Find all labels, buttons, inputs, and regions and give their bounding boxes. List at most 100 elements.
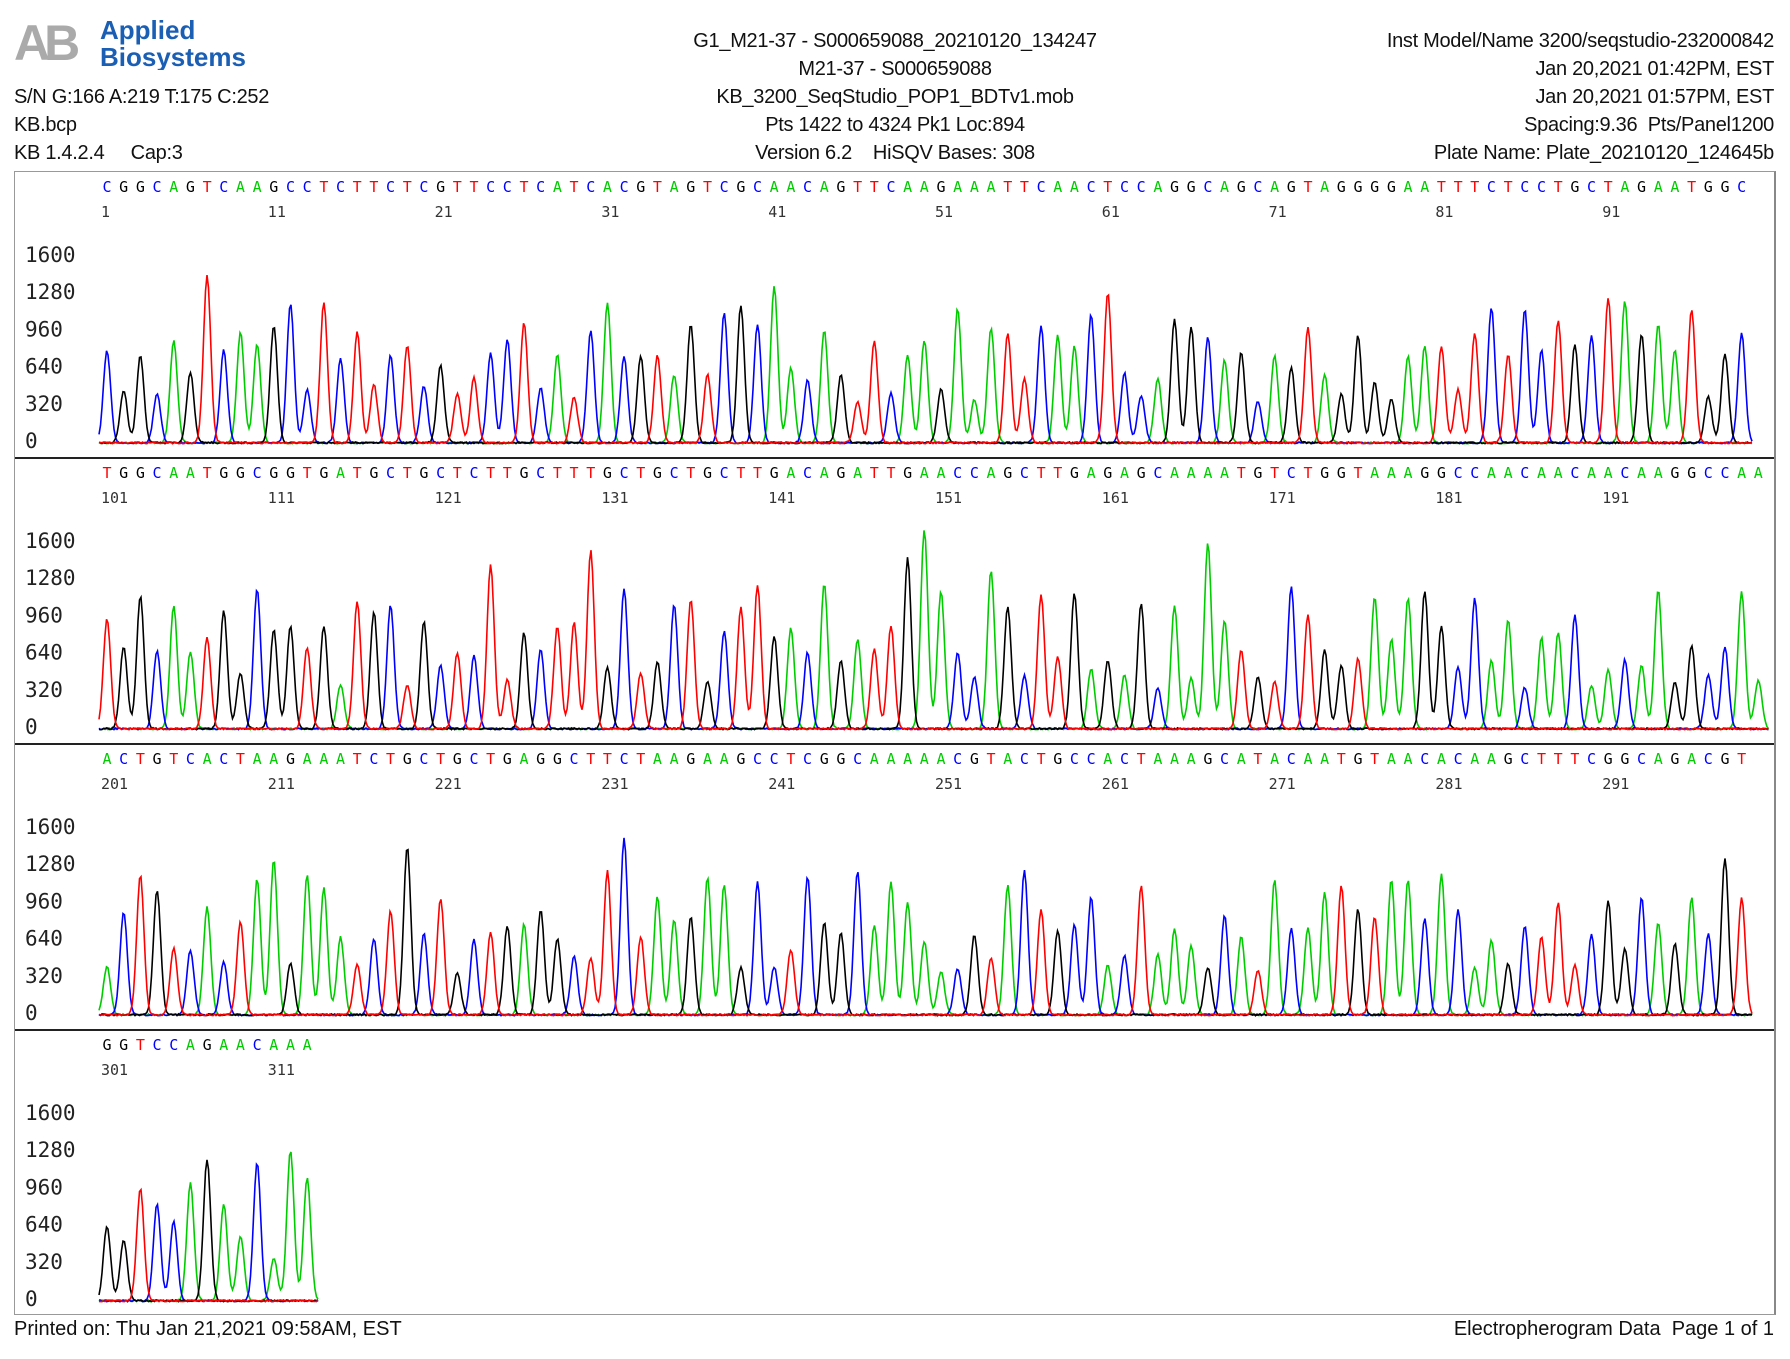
base-call: T <box>236 750 245 768</box>
base-call: T <box>102 464 111 482</box>
base-call: G <box>603 464 612 482</box>
base-call: T <box>1037 464 1046 482</box>
base-call: C <box>253 1036 262 1054</box>
position-label: 191 <box>1602 489 1629 507</box>
y-tick-label: 1600 <box>25 243 76 267</box>
spacing-info: Spacing:9.36 Pts/Panel1200 <box>1524 114 1774 136</box>
base-call: C <box>102 178 111 196</box>
base-call: T <box>636 464 645 482</box>
base-call: G <box>119 178 128 196</box>
y-tick-label: 320 <box>25 392 63 416</box>
base-call: T <box>653 178 662 196</box>
base-call: G <box>1420 464 1429 482</box>
base-call: A <box>1270 178 1279 196</box>
base-call: A <box>1504 464 1513 482</box>
base-call: A <box>1437 750 1446 768</box>
base-call: T <box>203 464 212 482</box>
base-call: C <box>1737 178 1746 196</box>
base-call: C <box>186 750 195 768</box>
base-call: T <box>469 178 478 196</box>
base-call: A <box>1470 750 1479 768</box>
base-call: G <box>836 464 845 482</box>
base-call: G <box>319 464 328 482</box>
trace-T <box>98 869 1753 1017</box>
base-call: C <box>620 750 629 768</box>
base-call: C <box>469 750 478 768</box>
base-call: T <box>1737 750 1746 768</box>
base-call: A <box>786 178 795 196</box>
base-call: T <box>1570 750 1579 768</box>
base-call: T <box>1454 178 1463 196</box>
y-tick-label: 320 <box>25 1250 63 1274</box>
base-call: G <box>1687 464 1696 482</box>
base-call: C <box>1070 750 1079 768</box>
base-call: C <box>419 178 428 196</box>
base-call: G <box>1353 750 1362 768</box>
base-call: G <box>286 464 295 482</box>
electropherogram-frame: 0 320 640 960 1280 1600 C G G C A G T C A A G C C T C T T C T C G T… <box>14 171 1776 1315</box>
base-call: A <box>1420 178 1429 196</box>
base-call: G <box>419 464 428 482</box>
base-call: A <box>603 178 612 196</box>
base-call: T <box>870 178 879 196</box>
base-call: T <box>753 464 762 482</box>
base-call: C <box>1287 750 1296 768</box>
base-call: G <box>1053 750 1062 768</box>
base-call: C <box>720 178 729 196</box>
base-call: A <box>1303 750 1312 768</box>
position-label: 231 <box>601 775 628 793</box>
base-call: A <box>286 1036 295 1054</box>
base-call: C <box>803 464 812 482</box>
base-call: G <box>1437 464 1446 482</box>
position-label: 311 <box>268 1061 295 1079</box>
base-call: A <box>987 464 996 482</box>
base-call: C <box>536 178 545 196</box>
position-label: 21 <box>435 203 453 221</box>
y-tick-label: 320 <box>25 678 63 702</box>
base-call: T <box>486 464 495 482</box>
base-call: T <box>519 178 528 196</box>
base-call: G <box>820 750 829 768</box>
trace-panel-1: 0 320 640 960 1280 1600 C G G C A G T C A A G C C T C T T C T C G T… <box>15 172 1774 458</box>
base-call: G <box>536 750 545 768</box>
base-call: T <box>853 178 862 196</box>
base-call: A <box>236 1036 245 1054</box>
base-call: G <box>1287 178 1296 196</box>
base-call: G <box>1620 750 1629 768</box>
svg-text:Biosystems: Biosystems <box>100 42 246 70</box>
base-call: T <box>1504 178 1513 196</box>
position-label: 101 <box>101 489 128 507</box>
panel-divider <box>15 743 1774 745</box>
y-tick-label: 640 <box>25 355 63 379</box>
base-call: C <box>1620 464 1629 482</box>
base-call: G <box>1704 178 1713 196</box>
base-call: T <box>386 750 395 768</box>
base-call: A <box>670 750 679 768</box>
base-call: G <box>1504 750 1513 768</box>
base-call: C <box>1203 178 1212 196</box>
base-call: A <box>936 464 945 482</box>
position-label: 301 <box>101 1061 128 1079</box>
panel-divider <box>15 1029 1774 1031</box>
base-call: T <box>503 464 512 482</box>
base-call: C <box>753 750 762 768</box>
base-call: C <box>1537 178 1546 196</box>
base-call: C <box>419 750 428 768</box>
base-call: A <box>987 178 996 196</box>
base-call: C <box>1087 178 1096 196</box>
base-call: G <box>453 750 462 768</box>
base-call: G <box>1103 464 1112 482</box>
base-call: G <box>519 464 528 482</box>
points-info: Pts 1422 to 4324 Pk1 Loc:894 <box>765 114 1025 136</box>
base-call: A <box>1654 464 1663 482</box>
trace-G <box>98 1159 319 1303</box>
base-call: A <box>720 750 729 768</box>
base-call: A <box>319 750 328 768</box>
mobility-file: KB_3200_SeqStudio_POP1_BDTv1.mob <box>716 86 1074 108</box>
base-call: C <box>953 750 962 768</box>
base-call: G <box>970 750 979 768</box>
base-call: T <box>1103 178 1112 196</box>
base-call: G <box>1187 178 1196 196</box>
